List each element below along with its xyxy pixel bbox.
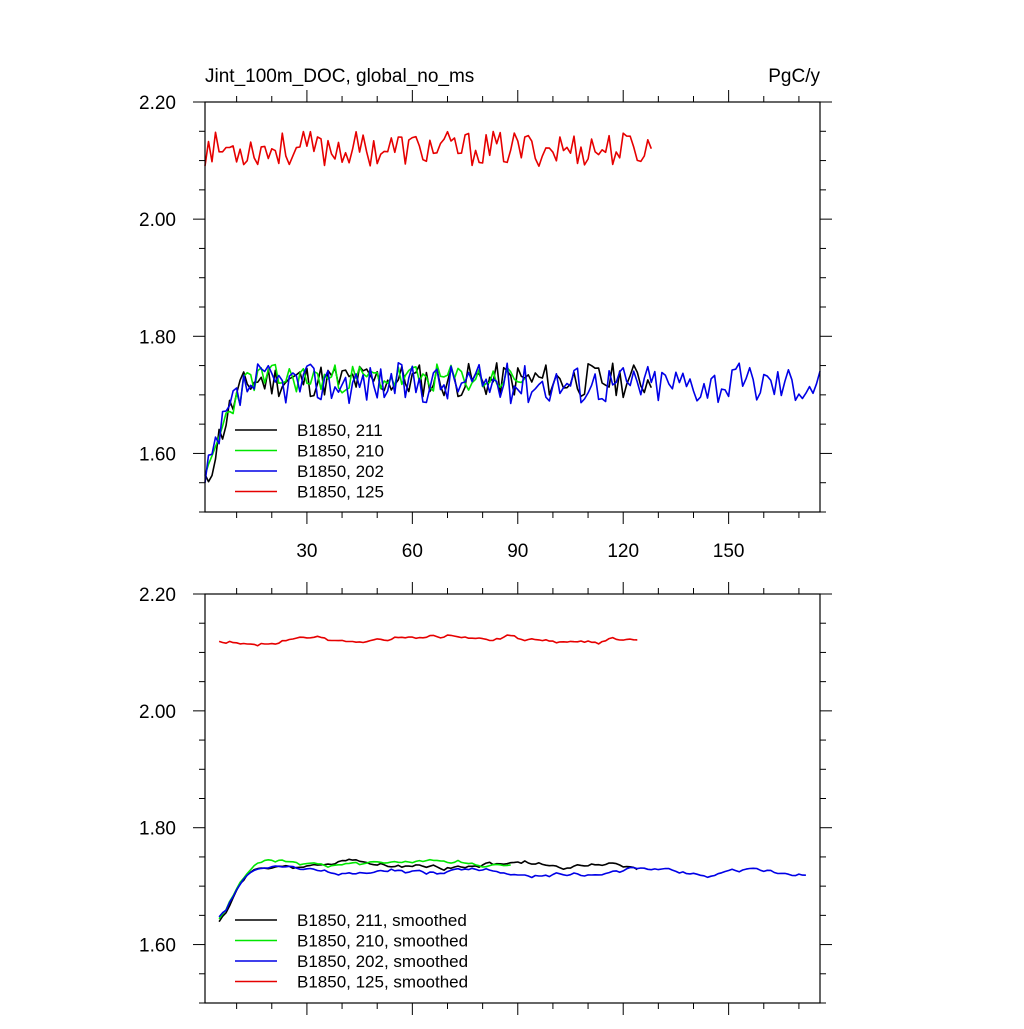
x-tick-label: 120	[607, 541, 639, 562]
y-tick-label: 1.80	[139, 327, 176, 348]
series-line-1	[218, 858, 511, 920]
y-tick-labels: 1.60 1.80 2.00 2.20	[139, 585, 176, 957]
top-panel: Jint_100m_DOC, global_no_ms PgC/y B1850,…	[139, 66, 832, 562]
bottom-panel: B1850, 211, smoothed B1850, 210, smoothe…	[139, 582, 832, 1015]
axis-layer	[193, 582, 832, 1015]
x-tick-label: 90	[507, 541, 528, 562]
series-line-3	[204, 130, 653, 167]
legend-label-2: B1850, 202, smoothed	[297, 952, 468, 971]
legend-label-1: B1850, 210, smoothed	[297, 932, 468, 951]
x-tick-labels: 30 60 90 120 150	[296, 541, 744, 562]
series-line-3	[218, 634, 638, 647]
series-line-1	[204, 363, 526, 477]
series-layer	[204, 130, 821, 484]
x-tick-label: 30	[296, 541, 317, 562]
legend: B1850, 211 B1850, 210 B1850, 202 B1850, …	[235, 421, 384, 502]
y-tick-labels: 1.60 1.80 2.00 2.20	[139, 93, 176, 465]
legend-label-3: B1850, 125	[297, 483, 384, 502]
y-tick-label: 2.20	[139, 585, 176, 606]
units-label: PgC/y	[768, 66, 820, 87]
y-tick-label: 2.20	[139, 93, 176, 114]
axis-layer	[193, 90, 832, 524]
legend-label-3: B1850, 125, smoothed	[297, 973, 468, 992]
legend-label-0: B1850, 211	[297, 421, 383, 440]
legend-label-0: B1850, 211, smoothed	[297, 911, 467, 930]
y-tick-label: 2.00	[139, 702, 176, 723]
x-tick-label: 150	[713, 541, 745, 562]
legend-label-2: B1850, 202	[297, 462, 384, 481]
legend-label-1: B1850, 210	[297, 442, 384, 461]
y-tick-label: 1.60	[139, 936, 176, 957]
y-tick-label: 1.60	[139, 444, 176, 465]
y-tick-label: 2.00	[139, 210, 176, 231]
series-line-2	[204, 361, 821, 484]
legend: B1850, 211, smoothed B1850, 210, smoothe…	[235, 911, 468, 992]
series-layer	[218, 634, 806, 923]
x-tick-label: 60	[402, 541, 423, 562]
series-line-2	[218, 865, 806, 918]
chart-title: Jint_100m_DOC, global_no_ms	[205, 66, 474, 87]
y-tick-label: 1.80	[139, 819, 176, 840]
